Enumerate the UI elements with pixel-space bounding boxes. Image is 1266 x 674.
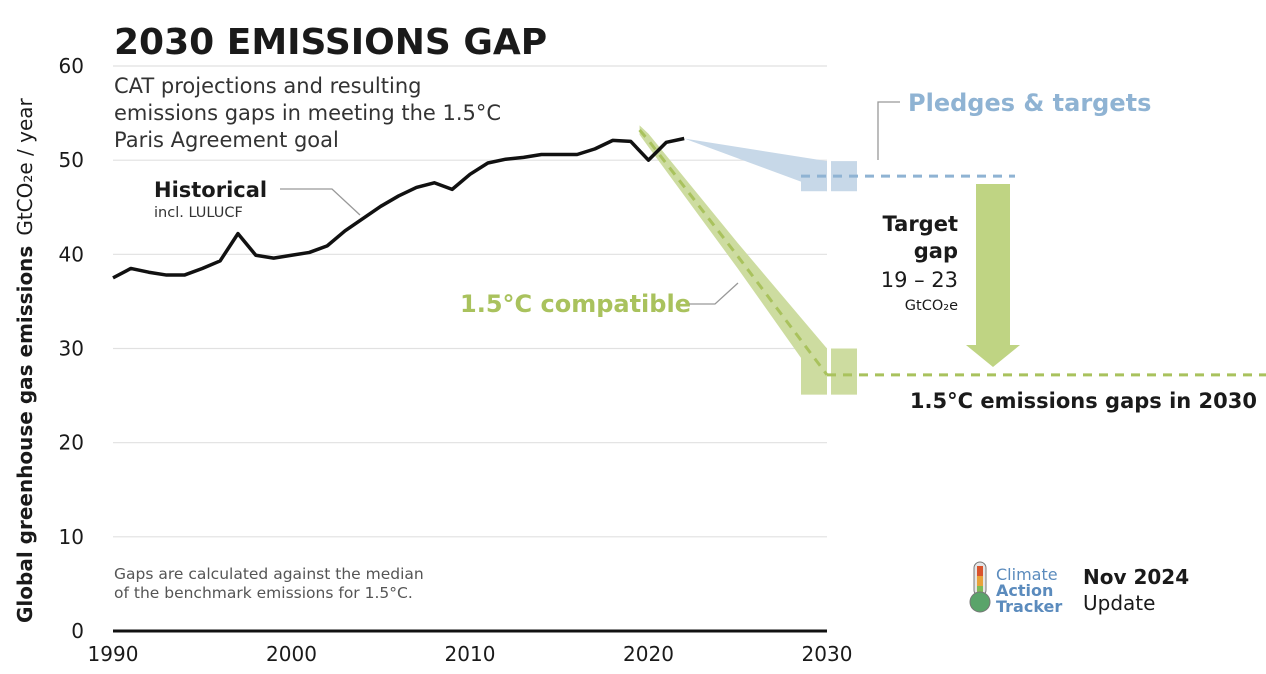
compatible-median-line bbox=[638, 129, 829, 376]
update-date: Nov 2024 bbox=[1083, 565, 1189, 589]
subtitle-line-1: CAT projections and resulting bbox=[114, 74, 421, 98]
note-line-2: of the benchmark emissions for 1.5°C. bbox=[114, 584, 413, 602]
historical-line bbox=[112, 136, 685, 280]
data-lines bbox=[112, 129, 1266, 377]
historical-leader-line bbox=[280, 188, 361, 216]
target-gap-label-2: gap bbox=[914, 239, 958, 263]
x-tick-labels: 1990 2000 2010 2020 2030 bbox=[88, 642, 853, 666]
x-tick-label: 2000 bbox=[266, 642, 317, 666]
y-tick-label: 50 bbox=[59, 148, 84, 172]
y-tick-label: 30 bbox=[59, 337, 84, 361]
logo-word-1: Climate bbox=[996, 565, 1058, 584]
y-tick-label: 20 bbox=[59, 431, 84, 455]
cat-logo: Climate Action Tracker Nov 2024 Update bbox=[969, 561, 1189, 616]
y-tick-label: 40 bbox=[59, 242, 84, 266]
update-label: Update bbox=[1083, 591, 1155, 615]
data-bands bbox=[639, 125, 857, 395]
historical-label: Historical bbox=[154, 178, 267, 202]
pledges-label: Pledges & targets bbox=[908, 89, 1151, 117]
x-tick-label: 2020 bbox=[623, 642, 674, 666]
compatible-label: 1.5°C compatible bbox=[460, 290, 691, 318]
target-gap-unit: GtCO₂e bbox=[905, 298, 958, 314]
logo-word-3: Tracker bbox=[996, 597, 1062, 616]
gap-2030-label: 1.5°C emissions gaps in 2030 bbox=[910, 389, 1257, 413]
target-gap-label-1: Target bbox=[883, 212, 958, 236]
gridlines bbox=[113, 65, 827, 633]
y-tick-labels: 0 10 20 30 40 50 60 bbox=[59, 54, 84, 643]
subtitle-line-2: emissions gaps in meeting the 1.5°C bbox=[114, 101, 501, 125]
target-gap-arrow bbox=[966, 184, 1020, 367]
logo-word-2: Action bbox=[996, 581, 1053, 600]
subtitle-line-3: Paris Agreement goal bbox=[114, 128, 339, 152]
y-tick-label: 60 bbox=[59, 54, 84, 78]
pledges-leader-line bbox=[877, 101, 900, 160]
y-tick-label: 0 bbox=[71, 619, 84, 643]
compatible-2030-range-left bbox=[801, 348, 827, 395]
x-tick-label: 2030 bbox=[802, 642, 853, 666]
compatible-leader-line bbox=[689, 282, 739, 305]
historical-sublabel: incl. LULUCF bbox=[154, 205, 243, 221]
chart-title: 2030 EMISSIONS GAP bbox=[114, 22, 547, 63]
pledges-band bbox=[684, 138, 827, 192]
y-tick-label: 10 bbox=[59, 525, 84, 549]
compatible-2030-range-right bbox=[831, 348, 857, 395]
note-line-1: Gaps are calculated against the median bbox=[114, 565, 424, 583]
target-gap-range: 19 – 23 bbox=[881, 268, 958, 292]
compatible-band bbox=[639, 125, 827, 395]
x-tick-label: 2010 bbox=[445, 642, 496, 666]
x-tick-label: 1990 bbox=[88, 642, 139, 666]
y-axis-label: Global greenhouse gas emissionsGtCO₂e / … bbox=[13, 97, 37, 623]
